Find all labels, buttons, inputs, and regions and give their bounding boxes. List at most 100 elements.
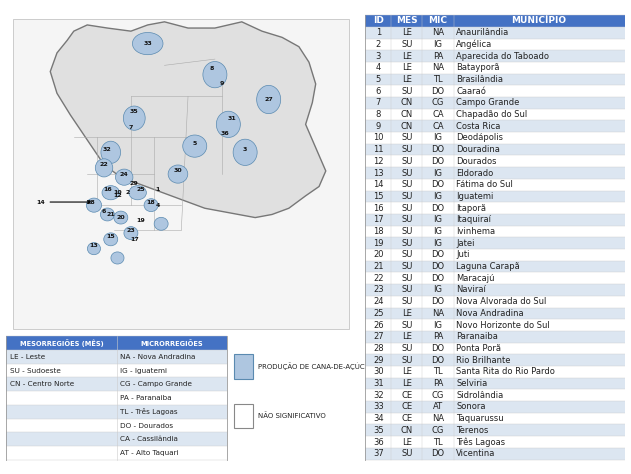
Text: SU: SU: [401, 449, 413, 458]
Text: LE: LE: [402, 75, 412, 84]
Bar: [234, 354, 253, 379]
Text: CG: CG: [432, 391, 444, 400]
Text: 35: 35: [373, 426, 384, 435]
Bar: [234, 404, 253, 428]
Text: PA: PA: [433, 379, 443, 388]
Text: PRODUÇÃO DE CANA-DE-AÇÚCAR: PRODUÇÃO DE CANA-DE-AÇÚCAR: [258, 363, 374, 371]
Bar: [6, 350, 227, 364]
Text: IG: IG: [433, 215, 442, 224]
Text: 23: 23: [373, 285, 384, 294]
Text: 18: 18: [373, 227, 384, 236]
Text: 20: 20: [373, 250, 384, 259]
Text: Deodápolis: Deodápolis: [456, 133, 503, 142]
Text: IG: IG: [433, 40, 442, 49]
Text: DO: DO: [432, 87, 445, 96]
Text: 13: 13: [90, 243, 98, 248]
Text: 16: 16: [373, 204, 384, 213]
Bar: [365, 109, 625, 120]
Text: 33: 33: [373, 402, 384, 411]
Text: Laguna Carapã: Laguna Carapã: [456, 262, 520, 271]
Text: Juti: Juti: [456, 250, 469, 259]
Text: DO: DO: [432, 274, 445, 283]
Text: IG: IG: [433, 239, 442, 248]
Text: Itaquiraí: Itaquiraí: [456, 215, 491, 224]
Ellipse shape: [86, 198, 102, 212]
Text: IG - Iguatemi: IG - Iguatemi: [120, 367, 167, 374]
Text: SU: SU: [401, 239, 413, 248]
Ellipse shape: [111, 252, 124, 264]
Text: 28: 28: [373, 344, 384, 353]
Text: MIC: MIC: [428, 17, 447, 26]
Bar: [365, 38, 625, 50]
Text: CN: CN: [401, 122, 413, 131]
Text: Novo Horizonte do Sul: Novo Horizonte do Sul: [456, 320, 550, 329]
Text: DO: DO: [432, 297, 445, 306]
Text: AT - Alto Taquari: AT - Alto Taquari: [120, 450, 179, 456]
Text: NA: NA: [432, 414, 444, 423]
Text: 22: 22: [373, 274, 384, 283]
Text: 15: 15: [107, 234, 115, 239]
Text: NA: NA: [432, 63, 444, 72]
Text: Sidrolândia: Sidrolândia: [456, 391, 504, 400]
Text: TL: TL: [433, 367, 443, 376]
Text: TL: TL: [433, 438, 443, 447]
Text: 16: 16: [103, 187, 112, 192]
Text: CN - Centro Norte: CN - Centro Norte: [10, 382, 74, 387]
Text: SU: SU: [401, 157, 413, 166]
Text: 30: 30: [373, 367, 384, 376]
Text: CA - Cassilândia: CA - Cassilândia: [120, 437, 178, 442]
Bar: [365, 214, 625, 226]
Text: Três Lagoas: Três Lagoas: [456, 438, 505, 447]
Ellipse shape: [124, 227, 138, 239]
Bar: [365, 202, 625, 214]
Text: IG: IG: [433, 285, 442, 294]
Text: MICRORREGIÕES: MICRORREGIÕES: [140, 339, 203, 346]
Text: LE: LE: [402, 332, 412, 341]
Text: Eldorado: Eldorado: [456, 169, 493, 178]
Text: 33: 33: [143, 41, 152, 46]
Text: 17: 17: [373, 215, 384, 224]
Text: Vicentina: Vicentina: [456, 449, 495, 458]
Text: LE: LE: [402, 28, 412, 37]
Bar: [365, 249, 625, 261]
Text: SU: SU: [401, 227, 413, 236]
Text: 8: 8: [375, 110, 381, 119]
Text: 4: 4: [376, 63, 381, 72]
Text: IG: IG: [433, 320, 442, 329]
Bar: [6, 405, 227, 419]
Bar: [365, 27, 625, 38]
Bar: [365, 73, 625, 85]
Bar: [365, 191, 625, 202]
Bar: [365, 343, 625, 354]
Text: 24: 24: [120, 172, 129, 177]
Text: MES: MES: [396, 17, 418, 26]
Text: CA: CA: [432, 122, 444, 131]
Text: Taquarussu: Taquarussu: [456, 414, 504, 423]
Bar: [365, 413, 625, 425]
Bar: [365, 273, 625, 284]
Text: DO: DO: [432, 449, 445, 458]
Bar: [365, 319, 625, 331]
Text: IG: IG: [433, 227, 442, 236]
Text: DO: DO: [432, 145, 445, 154]
Text: SU: SU: [401, 250, 413, 259]
Bar: [6, 364, 227, 377]
Text: 23: 23: [127, 228, 135, 233]
Text: 1: 1: [156, 187, 160, 192]
Ellipse shape: [101, 141, 121, 164]
Ellipse shape: [129, 186, 146, 200]
Text: 2: 2: [126, 190, 130, 195]
Text: LE: LE: [402, 379, 412, 388]
Text: Campo Grande: Campo Grande: [456, 98, 519, 107]
Bar: [365, 120, 625, 132]
Text: 14: 14: [373, 180, 384, 189]
Text: 11: 11: [373, 145, 384, 154]
Bar: [365, 62, 625, 73]
Text: 28: 28: [86, 200, 95, 205]
Text: 25: 25: [136, 187, 145, 192]
Text: 30: 30: [174, 168, 182, 173]
Bar: [365, 308, 625, 319]
Text: IG: IG: [433, 169, 442, 178]
Ellipse shape: [168, 165, 188, 183]
Text: DO: DO: [432, 262, 445, 271]
